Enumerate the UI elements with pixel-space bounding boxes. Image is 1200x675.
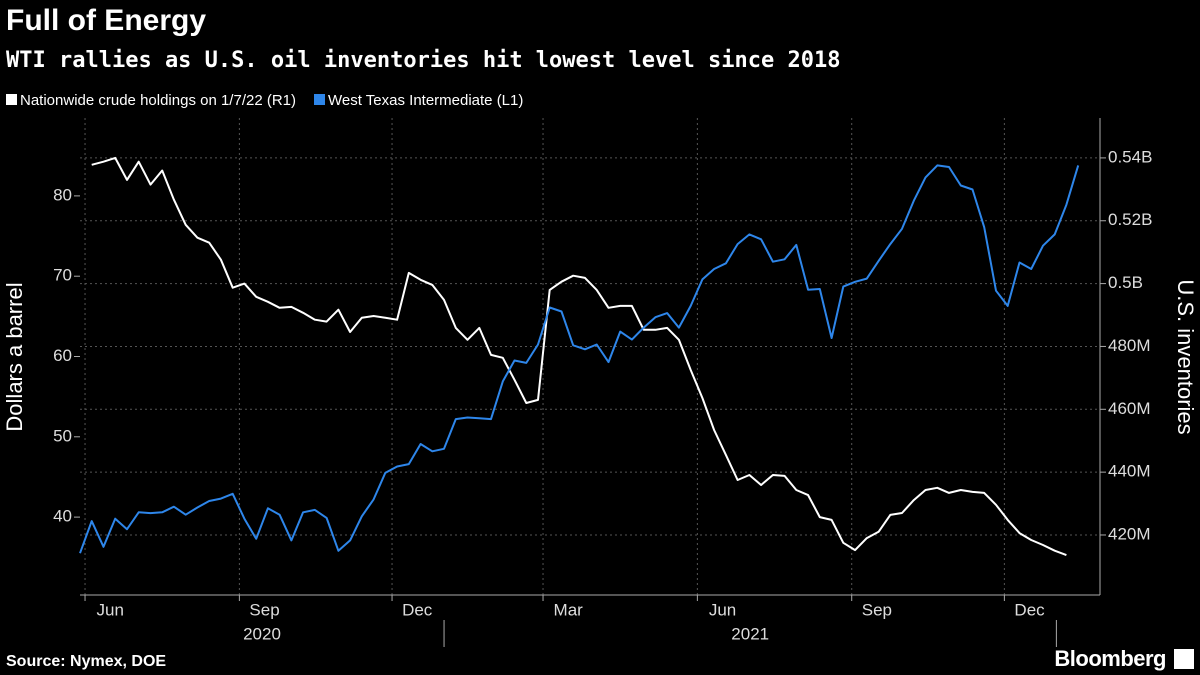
- x-tick-label: Sep: [862, 600, 892, 619]
- y-axis-title: Dollars a barrel: [2, 282, 27, 431]
- brand: Bloomberg: [1054, 646, 1166, 671]
- y2-tick-label: 0.52B: [1108, 210, 1152, 229]
- legend-swatch: [314, 94, 325, 105]
- y2-tick-label: 480M: [1108, 336, 1151, 355]
- chart-title: Full of Energy: [6, 4, 206, 37]
- series-line: [79, 164, 1080, 554]
- year-label: 2020: [243, 624, 281, 643]
- y2-tick-label: 0.54B: [1108, 147, 1152, 166]
- brand-icon: [1174, 649, 1194, 669]
- x-tick-label: Dec: [1014, 600, 1045, 619]
- chart-subtitle: WTI rallies as U.S. oil inventories hit …: [6, 48, 840, 73]
- y2-tick-label: 440M: [1108, 462, 1151, 481]
- x-tick-label: Jun: [709, 600, 736, 619]
- series-line: [91, 156, 1067, 557]
- y-tick-label: 70: [53, 266, 72, 285]
- y2-tick-label: 0.5B: [1108, 273, 1143, 292]
- y-tick-label: 50: [53, 426, 72, 445]
- year-label: 2021: [731, 624, 769, 643]
- x-tick-label: Mar: [554, 600, 584, 619]
- y2-axis-title: U.S. inventories: [1173, 279, 1198, 434]
- legend-label: West Texas Intermediate (L1): [328, 92, 523, 109]
- source: Source: Nymex, DOE: [6, 653, 166, 670]
- x-tick-label: Dec: [402, 600, 433, 619]
- x-tick-label: Jun: [96, 600, 123, 619]
- legend-label: Nationwide crude holdings on 1/7/22 (R1): [20, 92, 296, 109]
- x-tick-label: Sep: [249, 600, 279, 619]
- y2-tick-label: 460M: [1108, 399, 1151, 418]
- y-tick-label: 80: [53, 185, 72, 204]
- y2-tick-label: 420M: [1108, 524, 1151, 543]
- legend-swatch: [6, 94, 17, 105]
- y-tick-label: 60: [53, 346, 72, 365]
- y-tick-label: 40: [53, 507, 72, 526]
